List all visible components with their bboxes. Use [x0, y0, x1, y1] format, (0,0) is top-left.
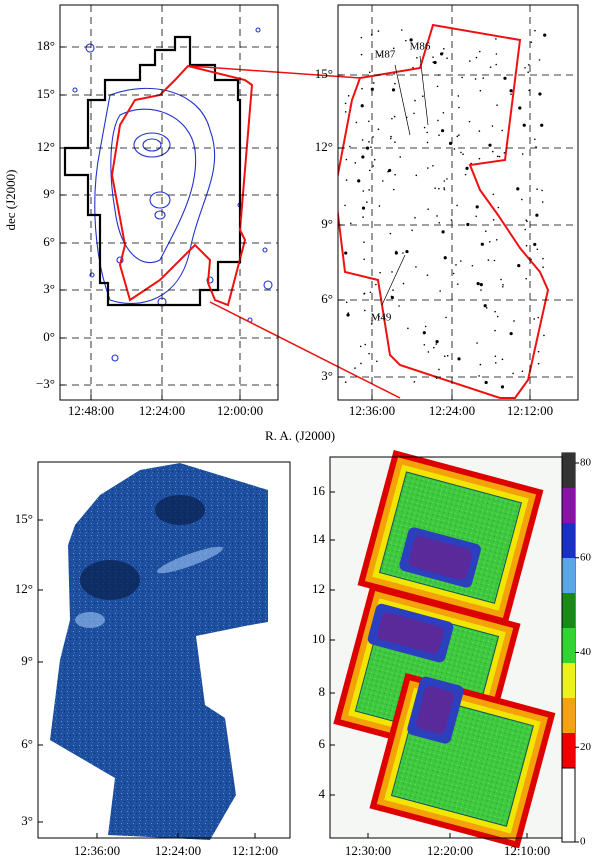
object-label: M87: [375, 49, 396, 61]
colorbar-label: 60: [580, 551, 592, 563]
x-tick-label: 12:24:00: [139, 403, 185, 418]
panel-frame: [329, 456, 563, 839]
y-tick-label: 12°: [315, 139, 333, 154]
y-tick-label: 15°: [15, 511, 33, 526]
panel-frame: [59, 4, 279, 401]
x-tick-label: 12:00:00: [217, 403, 263, 418]
panel-a-map: [63, 27, 273, 362]
y-tick-label: 6°: [321, 291, 333, 306]
x-tick-label: 12:36:00: [349, 403, 395, 418]
x-tick-label: 12:12:00: [232, 843, 278, 858]
colorbar-label: 0: [580, 836, 586, 848]
panel-b-map: [338, 23, 550, 399]
colorbar-label: 20: [580, 741, 592, 753]
colorbar: [561, 452, 576, 843]
y-tick-label: 6: [319, 736, 326, 751]
x-tick-label: 12:10:00: [504, 843, 550, 858]
x-tick-label: 12:36:00: [74, 843, 120, 858]
y-tick-label: 15°: [315, 66, 333, 81]
panel-d-map: [333, 449, 556, 849]
object-label: M49: [371, 312, 392, 324]
y-tick-label: 9°: [321, 216, 333, 231]
y-tick-label: 12°: [15, 581, 33, 596]
x-tick-label: 12:24:00: [429, 403, 475, 418]
y-tick-label: 0°: [43, 329, 55, 344]
x-tick-label: 12:30:00: [345, 843, 391, 858]
y-tick-label: 3°: [21, 813, 33, 828]
y-tick-label: 10: [312, 631, 325, 646]
x-tick-label: 12:20:00: [427, 843, 473, 858]
y-tick-label: 12: [312, 581, 325, 596]
y-tick-label: 9°: [21, 653, 33, 668]
y-tick-label: −3°: [36, 376, 55, 391]
panel-frame: [337, 4, 579, 401]
y-tick-label: 16: [312, 483, 326, 498]
x-tick-label: 12:48:00: [68, 403, 114, 418]
y-tick-label: 14: [312, 531, 326, 546]
y-tick-label: 15°: [37, 86, 55, 101]
y-tick-label: 6°: [21, 736, 33, 751]
y-tick-label: 3°: [43, 281, 55, 296]
panel-c-map: [50, 463, 268, 840]
x-tick-label: 12:12:00: [507, 403, 553, 418]
y-tick-label: 8: [319, 684, 326, 699]
colorbar-label: 80: [580, 457, 592, 469]
panel-frame: [37, 461, 291, 839]
y-tick-label: 18°: [37, 38, 55, 53]
x-axis-label: R. A. (J2000): [265, 428, 335, 443]
y-tick-label: 4: [319, 786, 326, 801]
y-tick-label: 3°: [321, 368, 333, 383]
y-tick-label: 12°: [37, 139, 55, 154]
x-tick-label: 12:24:00: [155, 843, 201, 858]
colorbar-label: 40: [580, 646, 592, 658]
y-axis-label: dec (J2000): [3, 169, 18, 230]
object-label: M86: [410, 41, 431, 53]
y-tick-label: 6°: [43, 234, 55, 249]
y-tick-label: 9°: [43, 186, 55, 201]
